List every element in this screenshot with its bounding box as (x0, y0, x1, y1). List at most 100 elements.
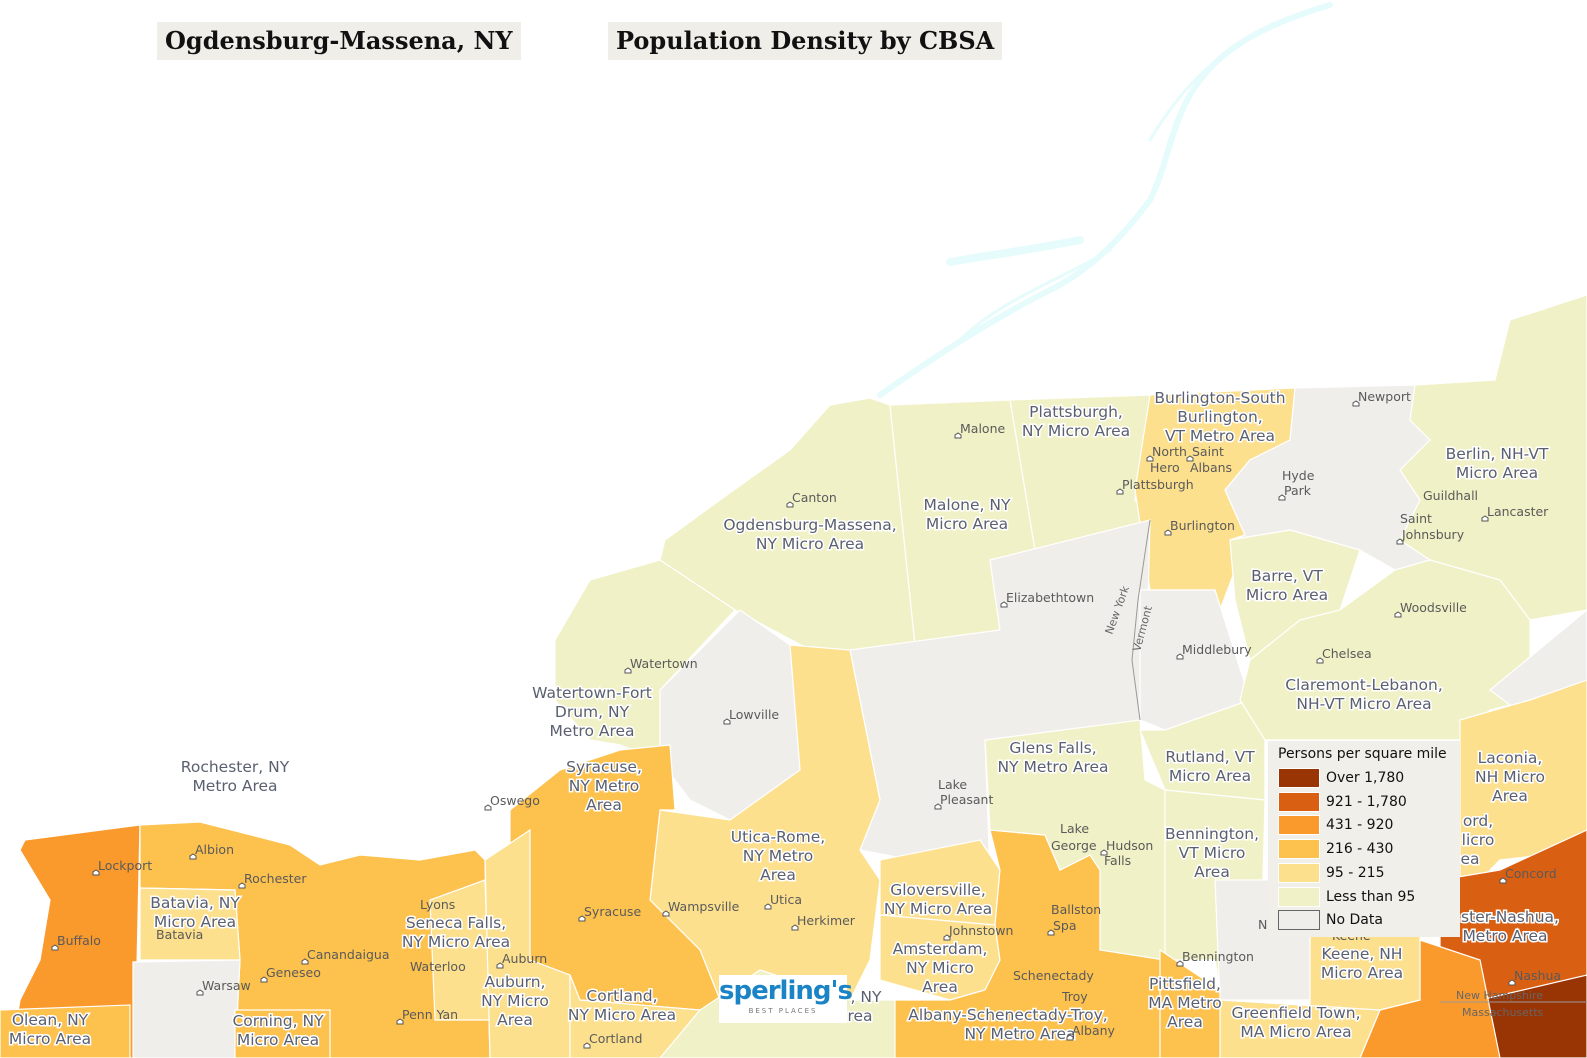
city-label: Elizabethtown (1006, 590, 1094, 605)
city-label: Spa (1053, 918, 1077, 933)
city-label: Pleasant (940, 792, 993, 807)
logo-tagline: BEST PLACES (748, 1007, 818, 1015)
city-label: Oswego (490, 793, 540, 808)
cbsa-label: Auburn, NY Micro Area (481, 973, 549, 1029)
city-label: N (1258, 917, 1267, 932)
city-label: Troy (1061, 989, 1088, 1004)
city-label: Schenectady (1013, 968, 1094, 983)
city-label: Batavia (156, 927, 203, 942)
cbsa-label: Amsterdam, NY Micro Area (893, 940, 988, 996)
region-watertown[interactable] (554, 559, 736, 761)
legend-title: Persons per square mile (1278, 746, 1447, 762)
cbsa-label: Batavia, NY Micro Area (150, 894, 240, 931)
city-marker-icon (1176, 653, 1184, 660)
city-marker-icon (786, 501, 794, 508)
region-glens-falls[interactable] (984, 719, 1166, 961)
city-marker-icon (496, 962, 504, 969)
region-pittsfield[interactable] (1159, 948, 1221, 1058)
city-label: Penn Yan (402, 1007, 458, 1022)
city-label: Bennington (1182, 949, 1254, 964)
city-label: Hudson (1106, 838, 1153, 853)
city-label: Park (1284, 483, 1312, 498)
city-marker-icon (662, 910, 670, 917)
city-label: Saint (1192, 444, 1224, 459)
city-label: Watertown (630, 656, 698, 671)
city-label: Waterloo (410, 959, 466, 974)
city-label: Lake (938, 777, 967, 792)
river (877, 2, 1333, 398)
city-marker-icon (1396, 538, 1404, 545)
city-label: Chelsea (1322, 646, 1372, 661)
city-label: Middlebury (1182, 642, 1252, 657)
region-corning[interactable] (234, 1009, 331, 1058)
city-label: Falls (1104, 853, 1131, 868)
city-marker-icon (238, 882, 246, 889)
city-marker-icon (954, 432, 962, 439)
cbsa-label: ord, licro ea (1460, 812, 1494, 868)
city-label: Malone (960, 421, 1005, 436)
cbsa-label: Albany-Schenectady-Troy, NY Metro Area (908, 1006, 1107, 1043)
legend-item: Over 1,780 (1278, 767, 1404, 789)
city-marker-icon (1499, 877, 1507, 884)
legend-swatch (1278, 815, 1320, 836)
cbsa-label: Rochester, NY Metro Area (181, 758, 290, 795)
sperlings-logo[interactable]: sperling's BEST PLACES (719, 975, 853, 1023)
legend-swatch (1278, 862, 1320, 883)
legend-swatch (1278, 910, 1320, 931)
legend-swatch (1278, 791, 1320, 812)
region-olean[interactable] (0, 1004, 131, 1058)
cbsa-label: Greenfield Town, MA Micro Area (1231, 1004, 1360, 1041)
cbsa-label: Burlington-South Burlington, VT Metro Area (1154, 389, 1285, 445)
cbsa-label: ster-Nashua, Metro Area (1461, 908, 1559, 945)
legend-label: 921 - 1,780 (1326, 793, 1407, 810)
cbsa-label: Gloversville, NY Micro Area (884, 881, 992, 918)
cbsa-label: Claremont-Lebanon, NH-VT Micro Area (1285, 676, 1443, 713)
city-marker-icon (1278, 494, 1286, 501)
city-marker-icon (1394, 611, 1402, 618)
cbsa-label: Olean, NY Micro Area (9, 1011, 91, 1048)
region-no-data-warsaw[interactable] (132, 959, 241, 1058)
city-label: Cortland (589, 1031, 642, 1046)
city-marker-icon (196, 989, 204, 996)
cbsa-label: Cortland, NY Micro Area (568, 987, 676, 1024)
city-label: Canton (792, 490, 837, 505)
cbsa-label: Berlin, NH-VT Micro Area (1446, 445, 1549, 482)
city-label: Warsaw (202, 978, 251, 993)
city-label: Ballston (1051, 902, 1101, 917)
legend-label: 95 - 215 (1326, 864, 1385, 881)
city-marker-icon (1146, 455, 1154, 462)
city-label: Wampsville (668, 899, 740, 914)
region-buffalo[interactable] (9, 824, 141, 1058)
region-ogdensburg[interactable] (659, 397, 916, 656)
legend-item: No Data (1278, 909, 1383, 931)
city-label: Lake (1060, 821, 1089, 836)
city-label: Hyde (1282, 468, 1315, 483)
legend-label: Less than 95 (1326, 888, 1416, 905)
city-marker-icon (578, 915, 586, 922)
city-marker-icon (1186, 455, 1194, 462)
city-marker-icon (260, 976, 268, 983)
st-lawrence-river (877, 2, 1333, 398)
legend: Persons per square mile Over 1,780 921 - … (1268, 741, 1460, 937)
city-label: Johnsbury (1401, 527, 1465, 542)
city-label: Nashua (1514, 968, 1561, 983)
city-label: Concord (1505, 866, 1557, 881)
cbsa-label: Glens Falls, NY Metro Area (997, 739, 1108, 776)
city-marker-icon (791, 924, 799, 931)
city-label: Lockport (98, 858, 152, 873)
cbsa-label: Utica-Rome, NY Metro Area (731, 828, 825, 884)
city-marker-icon (1316, 657, 1324, 664)
cbsa-label: Syracuse, NY Metro Area (566, 758, 642, 814)
legend-item: Less than 95 (1278, 886, 1415, 908)
state-label-new-hampshire: New Hampshire (1456, 989, 1543, 1002)
city-label: Albany (1072, 1023, 1116, 1038)
city-marker-icon (1047, 929, 1055, 936)
cbsa-label: , NY rea (847, 988, 882, 1025)
city-label: North (1152, 444, 1187, 459)
city-marker-icon (943, 934, 951, 941)
city-marker-icon (484, 804, 492, 811)
city-label: Saint (1400, 511, 1432, 526)
legend-item: 95 - 215 (1278, 862, 1385, 884)
city-label: Lyons (420, 897, 455, 912)
